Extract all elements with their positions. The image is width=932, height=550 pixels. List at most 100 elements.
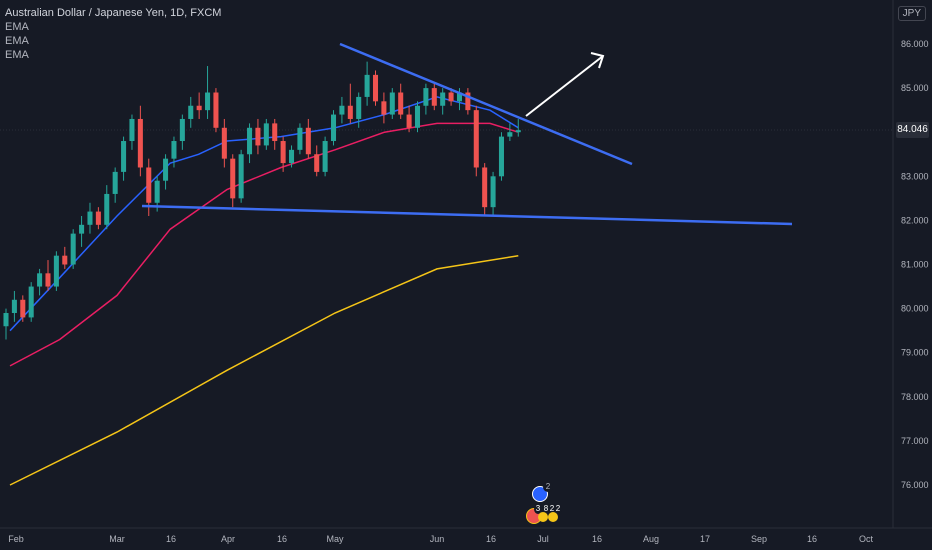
candle-body	[330, 114, 337, 142]
y-tick-label: 86.000	[901, 39, 929, 49]
drawings[interactable]	[141, 42, 793, 226]
y-tick-label: 76.000	[901, 480, 929, 490]
candle	[440, 88, 446, 115]
breakout-arrow[interactable]	[525, 55, 604, 117]
candle-body	[322, 141, 328, 172]
y-tick-label: 77.000	[901, 436, 929, 446]
event-icon-3[interactable]	[548, 512, 558, 522]
candle-body	[431, 88, 437, 106]
candle	[213, 88, 219, 133]
candle	[498, 132, 504, 181]
candle	[297, 123, 303, 155]
ema-indicator-3[interactable]: EMA	[5, 49, 29, 61]
candles	[3, 61, 521, 340]
candle	[372, 70, 379, 106]
candle	[389, 88, 395, 119]
candle-body	[507, 132, 513, 137]
y-tick-label: 79.000	[901, 348, 929, 358]
time-axis: Feb Mar 16 Apr 16 May Jun 16 Jul 16 Aug 17 Sep 16 Oct	[8, 534, 873, 544]
candle	[171, 136, 177, 168]
candle	[104, 185, 110, 230]
candle-body	[372, 74, 379, 102]
candle-body	[104, 193, 110, 225]
candle-body	[448, 92, 454, 102]
x-tick-label: Apr	[221, 534, 235, 544]
candle	[11, 290, 17, 322]
candle	[356, 92, 362, 128]
event-label-3: 2	[548, 504, 556, 514]
x-tick-label: Feb	[8, 534, 24, 544]
x-tick-label: 16	[807, 534, 817, 544]
candle	[305, 118, 311, 159]
candle	[255, 118, 261, 155]
candle	[398, 83, 404, 119]
candle-body	[87, 211, 93, 225]
y-tick-label: 82.000	[901, 215, 929, 225]
descending-trendline[interactable]	[339, 42, 633, 166]
candle-body	[53, 255, 59, 287]
candle-body	[314, 154, 320, 172]
last-price-label: 84.046	[896, 122, 929, 138]
candle-body	[137, 118, 143, 168]
event-count-badge: 2	[543, 482, 553, 492]
candle	[79, 215, 85, 247]
support-trendline[interactable]	[141, 204, 793, 226]
candle-body	[305, 127, 311, 155]
candle-body	[364, 74, 370, 97]
candle-body	[297, 127, 303, 150]
candle-body	[205, 92, 211, 111]
candle	[230, 154, 236, 208]
candle-body	[11, 299, 17, 314]
event-label-4: 2	[554, 504, 562, 514]
candle	[129, 114, 135, 150]
candle-body	[45, 273, 51, 287]
candle-body	[389, 92, 395, 115]
candle	[322, 136, 328, 177]
candle	[263, 118, 269, 150]
candle	[406, 105, 412, 133]
x-tick-label: Sep	[751, 534, 767, 544]
symbol-title[interactable]: Australian Dollar / Japanese Yen, 1D, FX…	[5, 7, 222, 19]
event-icon-2[interactable]	[538, 512, 548, 522]
candle	[330, 110, 337, 146]
price-axis: 86.00085.00084.00083.00082.00081.00080.0…	[901, 39, 929, 490]
ema-line-3[interactable]	[9, 254, 519, 486]
candle	[247, 123, 253, 164]
candle	[482, 163, 488, 216]
candle	[381, 92, 387, 124]
candle-body	[465, 92, 471, 111]
candle-body	[221, 127, 227, 159]
currency-badge[interactable]: JPY	[897, 6, 926, 21]
plot-area	[0, 0, 893, 528]
candle-body	[482, 167, 488, 208]
x-tick-label: Jul	[537, 534, 549, 544]
x-tick-label: Mar	[109, 534, 125, 544]
candle-body	[347, 105, 353, 119]
candle-body	[3, 313, 9, 327]
candle	[364, 61, 370, 106]
ema-line-1[interactable]	[9, 96, 519, 332]
y-tick-label: 78.000	[901, 392, 929, 402]
candle	[515, 118, 521, 137]
ema-indicator-1[interactable]: EMA	[5, 21, 29, 33]
ema-line-2[interactable]	[9, 122, 519, 367]
x-tick-label: Oct	[859, 534, 874, 544]
economic-events[interactable]: 2 3 8 2 2	[526, 482, 566, 526]
y-tick-label: 80.000	[901, 304, 929, 314]
candle	[3, 308, 9, 340]
candle-body	[112, 171, 118, 194]
candle-body	[255, 127, 261, 146]
ema-indicator-2[interactable]: EMA	[5, 35, 29, 47]
candle-body	[414, 105, 421, 128]
candle	[137, 105, 143, 177]
candle	[196, 92, 202, 119]
candle-body	[213, 92, 219, 128]
candle-body	[381, 101, 387, 115]
candle-body	[70, 233, 76, 265]
x-tick-label: 16	[166, 534, 176, 544]
candle-body	[129, 118, 135, 142]
candle	[414, 101, 421, 133]
candle-body	[95, 211, 101, 225]
candle-body	[37, 273, 43, 287]
